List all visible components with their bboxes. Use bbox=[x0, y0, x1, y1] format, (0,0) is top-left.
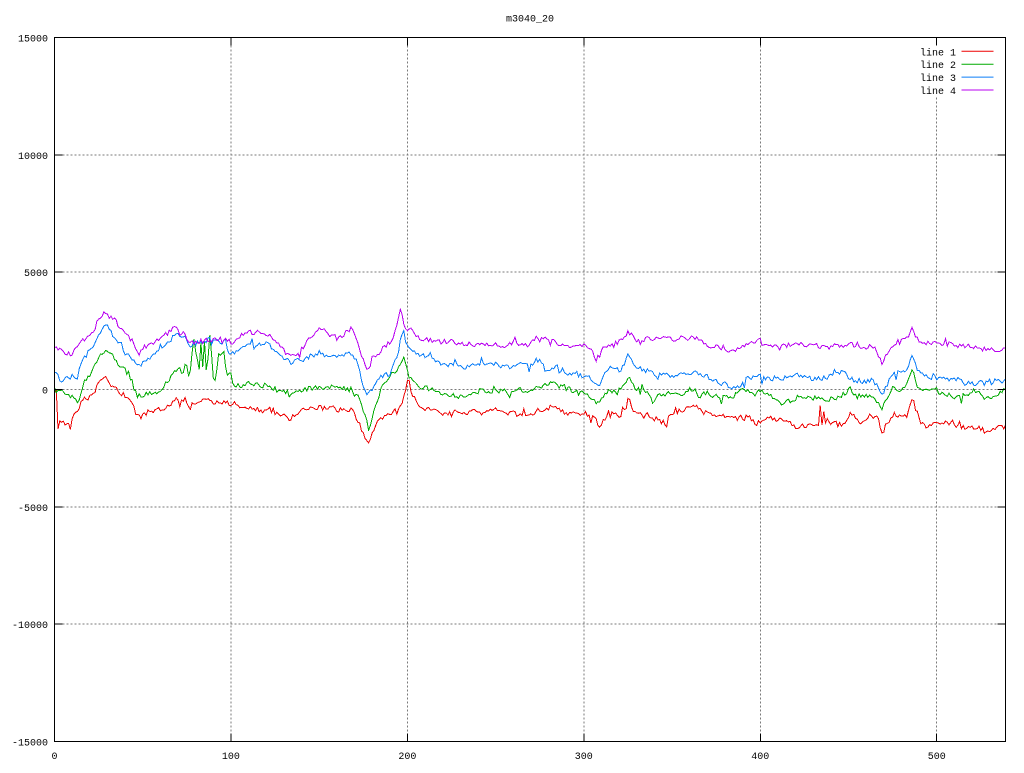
svg-text:400: 400 bbox=[751, 752, 769, 763]
svg-text:5000: 5000 bbox=[24, 269, 48, 280]
svg-text:line 4: line 4 bbox=[920, 86, 956, 98]
svg-text:500: 500 bbox=[928, 752, 946, 763]
svg-text:-15000: -15000 bbox=[12, 739, 48, 750]
svg-text:-5000: -5000 bbox=[18, 504, 48, 515]
svg-text:-10000: -10000 bbox=[12, 621, 48, 632]
svg-text:m3040_20: m3040_20 bbox=[506, 15, 554, 26]
svg-text:line 1: line 1 bbox=[920, 47, 956, 59]
svg-text:100: 100 bbox=[222, 752, 240, 763]
svg-text:0: 0 bbox=[51, 752, 57, 763]
svg-text:200: 200 bbox=[398, 752, 416, 763]
svg-text:line 2: line 2 bbox=[920, 60, 956, 72]
svg-text:0: 0 bbox=[42, 387, 48, 398]
svg-text:300: 300 bbox=[575, 752, 593, 763]
svg-text:10000: 10000 bbox=[18, 152, 48, 163]
svg-text:line 3: line 3 bbox=[920, 73, 956, 85]
svg-text:15000: 15000 bbox=[18, 35, 48, 46]
